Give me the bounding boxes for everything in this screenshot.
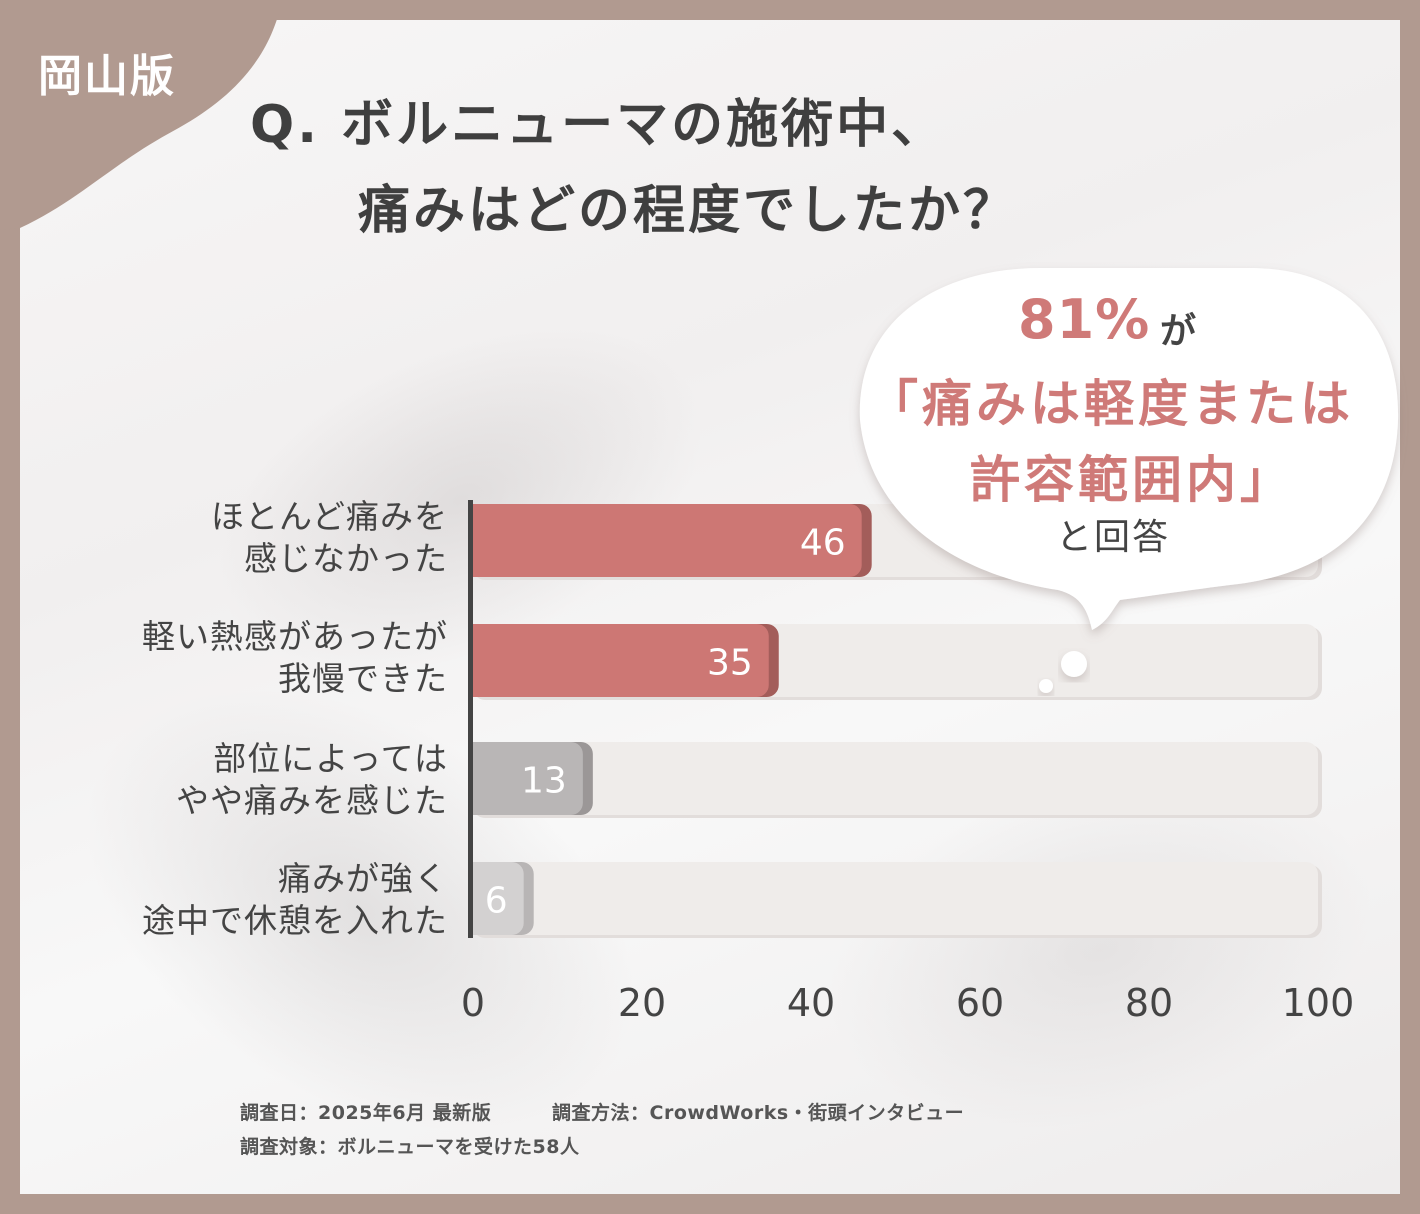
region-label: 岡山版 xyxy=(38,51,176,102)
bar-value-label: 46 xyxy=(800,523,846,564)
x-tick-label: 20 xyxy=(618,981,666,1025)
callout-quote-line-1: 「痛みは軽度または xyxy=(868,375,1354,433)
callout-percent: 81% xyxy=(1018,288,1151,351)
survey-target: 調査対象：ボルニューマを受けた58人 xyxy=(240,1136,580,1158)
category-label-1: ほとんど痛みを 感じなかった xyxy=(48,496,448,580)
category-label-3: 部位によっては やや痛みを感じた xyxy=(48,738,448,822)
category-label-3-line-1: 部位によっては xyxy=(213,739,448,778)
bar xyxy=(473,504,862,577)
chart-card xyxy=(20,20,1400,1194)
category-label-4-line-2: 途中で休憩を入れた xyxy=(142,901,448,940)
x-tick-label: 40 xyxy=(787,981,835,1025)
x-tick-label: 80 xyxy=(1125,981,1173,1025)
bar-left-edge xyxy=(473,862,487,935)
survey-date: 調査日：2025年6月 最新版 xyxy=(240,1102,492,1124)
bar-left-edge xyxy=(473,504,487,577)
bar-track xyxy=(473,862,1318,935)
category-label-1-line-2: 感じなかった xyxy=(244,539,448,578)
bar-left-edge xyxy=(473,742,487,815)
category-label-2: 軽い熱感があったが 我慢できた xyxy=(48,616,448,700)
category-label-3-line-2: やや痛みを感じた xyxy=(176,781,448,820)
question-line-2: 痛みはどの程度でしたか？ xyxy=(358,181,1019,241)
callout-quote-line-2: 許容範囲内」 xyxy=(970,451,1294,509)
callout-answer: と回答 xyxy=(1056,517,1171,558)
category-label-4-line-1: 痛みが強く xyxy=(278,859,448,898)
bar xyxy=(473,742,583,815)
region-badge-shape xyxy=(0,0,282,230)
x-tick-label: 0 xyxy=(461,981,485,1025)
bar-left-edge xyxy=(473,624,487,697)
bar xyxy=(473,624,769,697)
x-tick-label: 60 xyxy=(956,981,1004,1025)
bar-track xyxy=(473,742,1318,815)
x-tick-label: 100 xyxy=(1282,981,1355,1025)
category-label-2-line-1: 軽い熱感があったが xyxy=(142,617,448,656)
callout-particle: が xyxy=(1160,311,1197,352)
bar-value-label: 35 xyxy=(707,643,753,684)
bar-value-label: 6 xyxy=(485,881,508,922)
question-title: Q. ボルニューマの施術中、 痛みはどの程度でしたか？ xyxy=(250,82,1150,254)
y-axis-line xyxy=(468,500,473,938)
category-label-1-line-1: ほとんど痛みを xyxy=(210,497,448,536)
question-line-1: Q. ボルニューマの施術中、 xyxy=(250,95,947,155)
category-label-2-line-2: 我慢できた xyxy=(278,659,448,698)
bar-value-label: 13 xyxy=(521,761,567,802)
category-label-4: 痛みが強く 途中で休憩を入れた xyxy=(48,858,448,942)
survey-method: 調査方法：CrowdWorks・街頭インタビュー xyxy=(552,1102,965,1124)
